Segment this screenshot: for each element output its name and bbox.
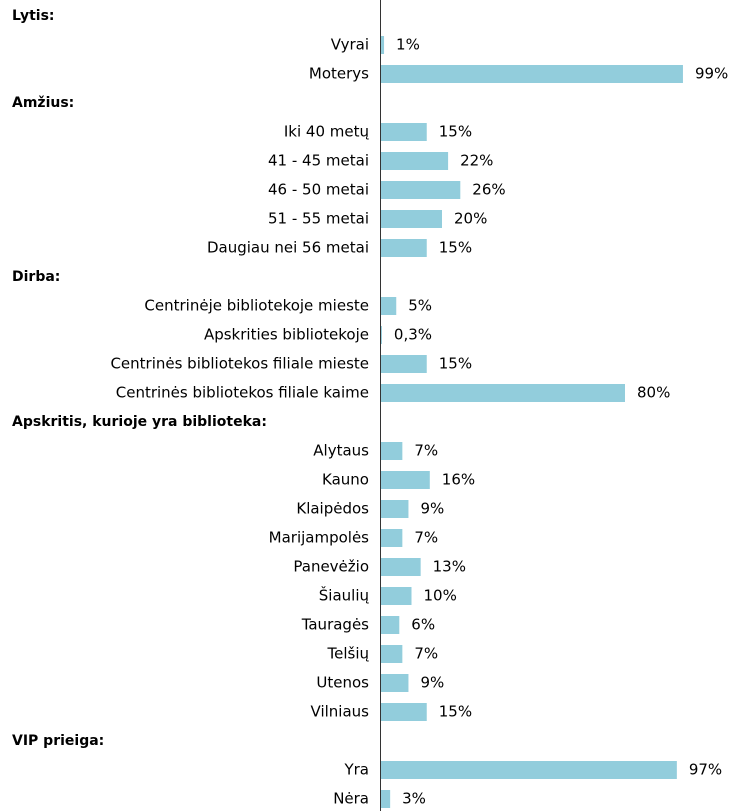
group-title: Amžius: [12,95,74,111]
bar [381,529,403,547]
value-label: 0,3% [394,326,432,344]
value-label: 20% [454,210,487,228]
category-label: Centrinės bibliotekos filiale kaime [116,384,369,402]
value-label: 7% [414,645,438,663]
bar [381,36,385,54]
value-label: 22% [460,152,493,170]
value-label: 15% [439,703,472,721]
bar [381,123,427,141]
bar [381,761,677,779]
value-label: 99% [695,65,728,83]
value-label: 15% [439,123,472,141]
value-label: 97% [689,761,722,779]
category-label: Marijampolės [269,529,370,547]
bar [381,703,427,721]
value-label: 10% [424,587,457,605]
value-label: 9% [420,674,444,692]
bar [381,558,421,576]
bar [381,239,427,257]
value-label: 16% [442,471,475,489]
bar [381,384,625,402]
bar [381,790,391,808]
category-label: Vyrai [331,36,369,54]
bar [381,645,403,663]
category-label: 41 - 45 metai [268,152,369,170]
group-title: VIP prieiga: [12,733,104,749]
category-label: Kauno [322,471,369,489]
category-label: Centrinės bibliotekos filiale mieste [110,355,369,373]
category-label: Telšių [327,645,370,663]
category-label: 46 - 50 metai [268,181,369,199]
bar [381,181,461,199]
category-label: Panevėžio [293,558,369,576]
category-label: Nėra [333,790,369,808]
category-label: Alytaus [313,442,369,460]
value-label: 15% [439,239,472,257]
group-title: Apskritis, kurioje yra biblioteka: [12,414,267,430]
value-label: 1% [396,36,420,54]
bar [381,210,442,228]
category-label: Centrinėje bibliotekoje mieste [144,297,369,315]
bar [381,616,400,634]
bar [381,355,427,373]
value-label: 3% [402,790,426,808]
value-label: 15% [439,355,472,373]
bar [381,442,403,460]
value-label: 7% [414,442,438,460]
category-label: Daugiau nei 56 metai [207,239,369,257]
value-label: 9% [420,500,444,518]
group-title: Dirba: [12,269,60,285]
bar [381,65,683,83]
bar [381,587,412,605]
category-label: 51 - 55 metai [268,210,369,228]
category-label: Vilniaus [311,703,370,721]
value-label: 5% [408,297,432,315]
bar [381,326,382,344]
bar [381,152,449,170]
category-label: Iki 40 metų [284,123,370,141]
value-label: 6% [411,616,435,634]
value-label: 26% [472,181,505,199]
category-label: Utenos [316,674,369,692]
bar [381,500,409,518]
value-label: 13% [433,558,466,576]
category-label: Šiaulių [319,586,370,605]
value-label: 7% [414,529,438,547]
category-label: Yra [343,761,369,779]
bar [381,674,409,692]
category-label: Moterys [309,65,369,83]
value-label: 80% [637,384,670,402]
category-label: Apskrities bibliotekoje [204,326,369,344]
group-title: Lytis: [12,8,55,24]
category-label: Klaipėdos [296,500,369,518]
category-label: Tauragės [301,616,369,634]
bar [381,297,397,315]
bar [381,471,430,489]
